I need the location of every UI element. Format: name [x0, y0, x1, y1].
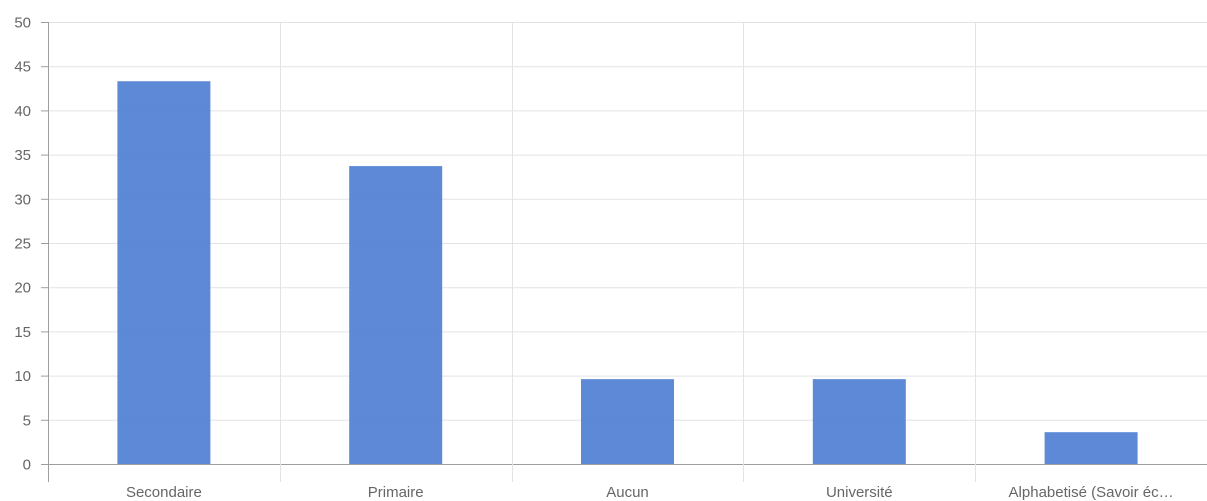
y-tick-label-7: 35	[14, 147, 31, 164]
y-tick-label-9: 45	[14, 59, 31, 76]
bar-0[interactable]	[117, 81, 211, 464]
bar-layer	[117, 81, 1138, 465]
x-category-label-2: Aucun	[606, 484, 649, 501]
x-category-label-0: Secondaire	[126, 484, 202, 501]
y-tick-label-3: 15	[14, 324, 31, 341]
label-layer: 0 5 10 15 20 25 30 35 40 45 50 Secondaire Primaire Au…	[14, 15, 1173, 501]
y-tick-label-2: 10	[14, 368, 31, 385]
y-tick-label-1: 5	[23, 412, 31, 429]
bar-2[interactable]	[581, 379, 674, 464]
y-tick-label-4: 20	[14, 280, 31, 297]
x-category-label-4: Alphabetisé (Savoir éc…	[1009, 484, 1174, 501]
y-tick-label-8: 40	[14, 103, 31, 120]
y-tick-label-5: 25	[14, 236, 31, 253]
x-category-label-3: Université	[826, 484, 893, 501]
bar-4[interactable]	[1044, 432, 1138, 464]
bar-1[interactable]	[349, 166, 443, 465]
bar-3[interactable]	[812, 379, 906, 464]
y-tick-label-0: 0	[23, 457, 31, 474]
y-tick-label-10: 50	[14, 15, 31, 32]
y-tick-label-6: 30	[14, 191, 31, 208]
axis-layer	[41, 22, 976, 482]
x-category-label-1: Primaire	[368, 484, 424, 501]
